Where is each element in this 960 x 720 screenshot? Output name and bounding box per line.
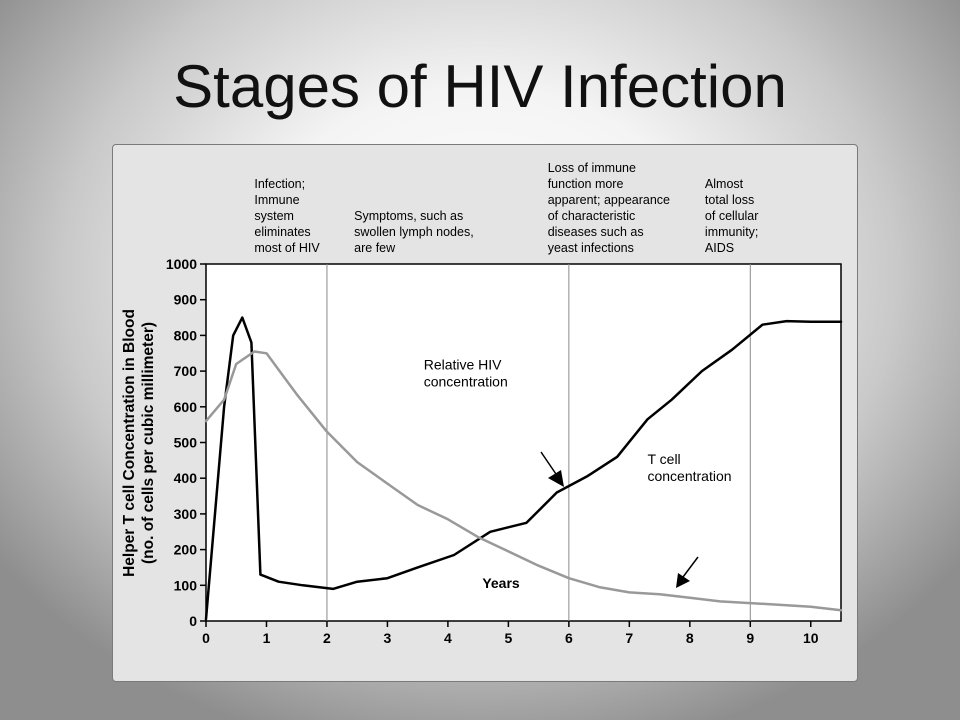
tcell-arrow-line [682,556,699,578]
y-tick-label: 100 [174,577,198,593]
stage-label-line: swollen lymph nodes, [354,225,474,239]
y-tick-label: 600 [174,399,198,415]
stage-label-line: function more [548,177,624,191]
y-tick-label: 200 [174,542,198,558]
x-tick-label: 7 [625,630,633,646]
x-tick-label: 3 [384,630,392,646]
stage-label-line: eliminates [254,225,310,239]
x-tick-label: 8 [686,630,694,646]
x-tick-label: 2 [323,630,331,646]
hiv-series-line [204,350,843,612]
stage-label-line: Immune [254,193,299,207]
stage-label-line: of cellular [705,209,759,223]
x-tick-label: 6 [565,630,573,646]
stage-label-line: total loss [705,193,754,207]
stage-label-line: Almost [705,177,744,191]
x-tick-label: 1 [263,630,271,646]
y-tick-label: 0 [189,613,197,629]
stage-label-line: yeast infections [548,241,634,255]
stage-label-line: most of HIV [254,241,320,255]
stage-label-line: Symptoms, such as [354,209,463,223]
stage-label-line: are few [354,241,396,255]
x-axis-label: Years [482,575,520,591]
y-tick-label: 700 [174,363,198,379]
hiv-stages-chart: Infection; Immune system eliminates most of … [121,161,843,646]
stage-label-line: Infection; [254,177,305,191]
stage-label-line: Loss of immune [548,161,636,175]
plot-area [205,263,842,622]
y-tick-label: 1000 [166,256,197,272]
y-tick-label: 500 [174,435,198,451]
y-tick-label: 400 [174,470,198,486]
figure-panel: Infection; Immune system eliminates most of … [112,144,858,682]
stage-label-line: apparent; appearance [548,193,670,207]
stage-label-line: diseases such as [548,225,644,239]
stage-label-line: of characteristic [548,209,636,223]
t-cell-series-annotation: concentration [647,468,731,484]
y-tick-label: 300 [174,506,198,522]
hiv-arrow-line [540,451,559,478]
y-tick-label: 800 [174,327,198,343]
hiv-arrow-head [548,470,564,487]
slide-title: Stages of HIV Infection [173,53,787,120]
stage-label-line: immunity; [705,225,758,239]
t-cell-series-line [204,316,843,621]
tcell-arrow-head [676,573,690,588]
t-cell-series-annotation: T cell [647,451,680,467]
hiv-series-annotation: Relative HIV [424,356,502,372]
y-axis-label: Helper T cell Concentration in Blood [121,309,138,577]
y-axis-sublabel: (no. of cells per cubic millimeter) [140,322,157,564]
x-tick-label: 10 [803,630,819,646]
x-tick-label: 5 [504,630,512,646]
hiv-series-annotation: concentration [424,373,508,389]
x-tick-label: 9 [746,630,754,646]
x-tick-label: 4 [444,630,452,646]
y-tick-label: 900 [174,292,198,308]
stage-label-line: AIDS [705,241,734,255]
x-tick-label: 0 [202,630,210,646]
stage-label-line: system [254,209,294,223]
